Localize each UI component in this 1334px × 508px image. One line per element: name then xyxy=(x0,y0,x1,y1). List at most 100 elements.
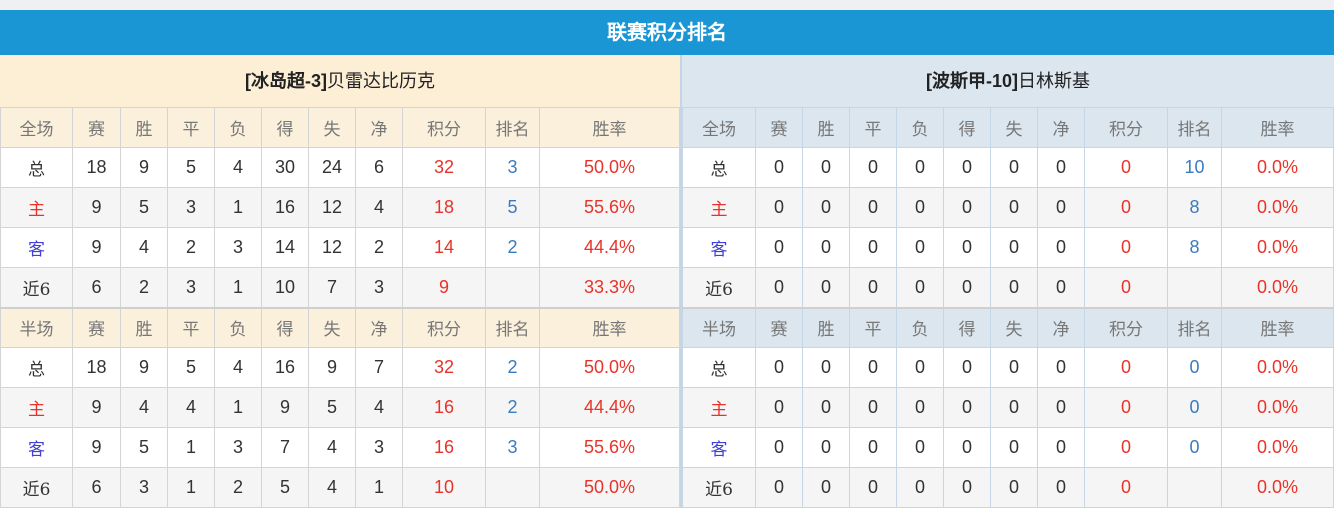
cell-points: 0 xyxy=(1084,347,1168,388)
cell-goals-against: 9 xyxy=(308,347,356,388)
cell-played: 0 xyxy=(755,427,803,468)
cell-played: 0 xyxy=(755,347,803,388)
column-header-label: 半场 xyxy=(682,307,756,348)
cell-lost: 0 xyxy=(896,147,944,188)
cell-lost: 0 xyxy=(896,187,944,228)
column-header-goals-against: 失 xyxy=(990,307,1038,348)
cell-goals-for: 0 xyxy=(943,467,991,508)
cell-won: 0 xyxy=(802,187,850,228)
cell-played: 0 xyxy=(755,267,803,309)
cell-points: 9 xyxy=(402,267,486,309)
column-header-won: 胜 xyxy=(120,107,168,148)
cell-draw: 0 xyxy=(849,267,897,309)
cell-lost: 1 xyxy=(214,187,262,228)
cell-goal-diff: 4 xyxy=(355,187,403,228)
cell-lost: 2 xyxy=(214,467,262,508)
cell-lost: 3 xyxy=(214,227,262,268)
league-tag: [波斯甲-10] xyxy=(925,71,1018,91)
cell-goals-against: 0 xyxy=(990,147,1038,188)
top-spacer xyxy=(0,0,1334,10)
cell-goal-diff: 6 xyxy=(355,147,403,188)
cell-won: 5 xyxy=(120,427,168,468)
cell-draw: 0 xyxy=(849,227,897,268)
page-title: 联赛积分排名 xyxy=(0,10,1334,55)
cell-goals-against: 0 xyxy=(990,187,1038,228)
standings-table: 全场赛胜平负得失净积分 排名 胜率总 18 9 5 4 30 24 6 32 3 50.0% 主 9 5 3 1 1… xyxy=(0,107,680,508)
cell-won: 0 xyxy=(802,347,850,388)
cell-goals-against: 0 xyxy=(990,387,1038,428)
cell-won: 2 xyxy=(120,267,168,309)
cell-label: 客 xyxy=(0,427,73,468)
table-row: 总 18 9 5 4 16 9 7 32 2 50.0% xyxy=(0,347,680,388)
column-header-goals-against: 失 xyxy=(990,107,1038,148)
cell-lost: 0 xyxy=(896,267,944,309)
cell-points: 16 xyxy=(402,427,486,468)
cell-win-rate: 0.0% xyxy=(1221,427,1334,468)
cell-draw: 0 xyxy=(849,467,897,508)
cell-goal-diff: 3 xyxy=(355,427,403,468)
cell-goals-against: 7 xyxy=(308,267,356,309)
cell-played: 18 xyxy=(72,147,121,188)
header-row-half: 半场赛胜平负得失净积分 排名 胜率 xyxy=(0,307,680,348)
cell-goals-for: 0 xyxy=(943,387,991,428)
cell-won: 4 xyxy=(120,387,168,428)
league-tag: [冰岛超-3] xyxy=(245,71,327,91)
cell-draw: 3 xyxy=(167,267,215,309)
cell-win-rate: 44.4% xyxy=(539,387,680,428)
cell-goal-diff: 0 xyxy=(1037,267,1085,309)
table-row: 总 0 0 0 0 0 0 0 0 0 0.0% xyxy=(682,347,1334,388)
column-header-lost: 负 xyxy=(896,307,944,348)
cell-lost: 3 xyxy=(214,427,262,468)
column-header-goals-against: 失 xyxy=(308,307,356,348)
cell-goal-diff: 0 xyxy=(1037,227,1085,268)
cell-goal-diff: 0 xyxy=(1037,387,1085,428)
team-header: [冰岛超-3]贝雷达比历克 xyxy=(0,55,680,107)
cell-label: 客 xyxy=(0,227,73,268)
column-header-points: 积分 xyxy=(402,307,486,348)
column-header-goal-diff: 净 xyxy=(1037,107,1085,148)
team-name: 贝雷达比历克 xyxy=(327,71,435,92)
column-header-won: 胜 xyxy=(120,307,168,348)
cell-label: 近6 xyxy=(682,467,756,508)
cell-goals-for: 0 xyxy=(943,427,991,468)
cell-rank: 2 xyxy=(485,227,540,268)
column-header-goals-against: 失 xyxy=(308,107,356,148)
cell-draw: 0 xyxy=(849,147,897,188)
cell-label: 近6 xyxy=(682,267,756,309)
cell-won: 3 xyxy=(120,467,168,508)
cell-goal-diff: 1 xyxy=(355,467,403,508)
cell-lost: 0 xyxy=(896,347,944,388)
column-header-draw: 平 xyxy=(167,107,215,148)
column-header-points: 积分 xyxy=(1084,107,1168,148)
cell-goals-against: 12 xyxy=(308,227,356,268)
cell-won: 9 xyxy=(120,147,168,188)
cell-rank: 8 xyxy=(1167,187,1222,228)
column-header-win-rate: 胜率 xyxy=(1221,107,1334,148)
cell-win-rate: 44.4% xyxy=(539,227,680,268)
cell-win-rate: 0.0% xyxy=(1221,227,1334,268)
cell-draw: 5 xyxy=(167,347,215,388)
column-header-rank: 排名 xyxy=(485,107,540,148)
cell-label: 主 xyxy=(682,387,756,428)
column-header-points: 积分 xyxy=(402,107,486,148)
cell-played: 0 xyxy=(755,227,803,268)
column-header-lost: 负 xyxy=(896,107,944,148)
column-header-draw: 平 xyxy=(849,107,897,148)
cell-win-rate: 0.0% xyxy=(1221,467,1334,508)
header-row-full: 全场赛胜平负得失净积分 排名 胜率 xyxy=(682,107,1334,148)
cell-goal-diff: 0 xyxy=(1037,467,1085,508)
column-header-goal-diff: 净 xyxy=(355,107,403,148)
cell-lost: 4 xyxy=(214,147,262,188)
cell-goals-for: 10 xyxy=(261,267,309,309)
cell-rank: 3 xyxy=(485,427,540,468)
cell-points: 0 xyxy=(1084,427,1168,468)
column-header-goals-for: 得 xyxy=(261,307,309,348)
cell-won: 5 xyxy=(120,187,168,228)
cell-goal-diff: 4 xyxy=(355,387,403,428)
cell-played: 18 xyxy=(72,347,121,388)
cell-won: 0 xyxy=(802,227,850,268)
column-header-goals-for: 得 xyxy=(943,107,991,148)
cell-won: 0 xyxy=(802,267,850,309)
cell-win-rate: 0.0% xyxy=(1221,147,1334,188)
cell-goals-for: 7 xyxy=(261,427,309,468)
